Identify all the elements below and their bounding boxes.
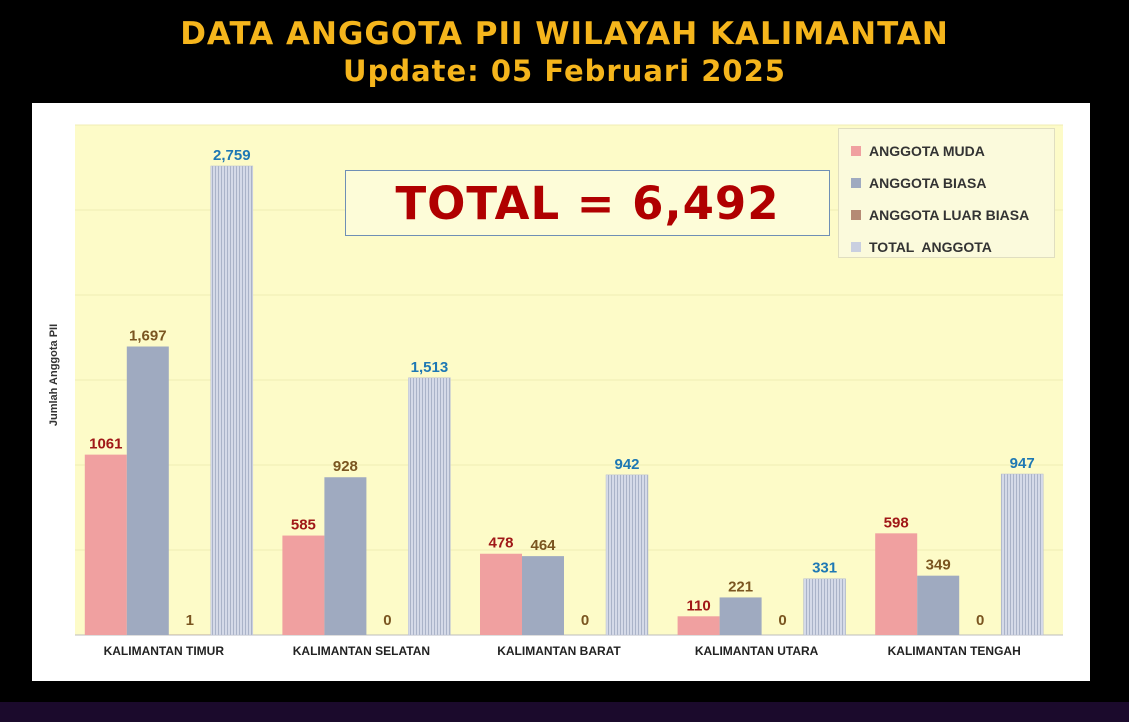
data-label-luar-biasa: 0 <box>778 612 786 629</box>
y-axis-label: Jumlah Anggota PII <box>48 324 60 426</box>
legend: ANGGOTA MUDA ANGGOTA BIASA ANGGOTA LUAR … <box>838 128 1055 258</box>
legend-label-total: TOTAL ANGGOTA <box>869 239 992 255</box>
category-label: KALIMANTAN UTARA <box>695 644 819 658</box>
bar-total <box>210 165 254 636</box>
legend-item-muda: ANGGOTA MUDA <box>839 135 1054 167</box>
bar-total <box>605 474 649 636</box>
page-title: DATA ANGGOTA PII WILAYAH KALIMANTAN <box>180 16 949 52</box>
bar-muda <box>480 553 522 635</box>
legend-item-luar-biasa: ANGGOTA LUAR BIASA <box>839 199 1054 231</box>
data-label-luar-biasa: 0 <box>581 612 589 629</box>
footer-strip <box>0 702 1129 722</box>
total-box: TOTAL = 6,492 <box>345 170 830 236</box>
bar-biasa <box>917 575 960 635</box>
legend-label-luar-biasa: ANGGOTA LUAR BIASA <box>869 207 1030 223</box>
data-label-muda: 478 <box>488 535 513 552</box>
data-label-muda: 585 <box>291 517 316 534</box>
data-labels: 1061 1,697 1 2,759 585 928 0 1,513 478 464 0 942 110… <box>89 147 1035 629</box>
legend-label-muda: ANGGOTA MUDA <box>869 143 985 159</box>
data-label-total: 2,759 <box>213 147 251 164</box>
bar-biasa <box>126 346 169 635</box>
category-label: KALIMANTAN TENGAH <box>888 644 1021 658</box>
legend-swatch-luar-biasa <box>851 210 861 220</box>
data-label-muda: 598 <box>884 514 909 531</box>
legend-swatch-total <box>851 242 861 252</box>
legend-swatch-biasa <box>851 178 861 188</box>
data-label-total: 331 <box>812 560 837 577</box>
data-label-muda: 110 <box>686 597 710 614</box>
data-label-total: 1,513 <box>411 359 449 376</box>
header: DATA ANGGOTA PII WILAYAH KALIMANTAN Upda… <box>0 0 1129 100</box>
bar-biasa <box>522 556 564 635</box>
legend-swatch-muda <box>851 146 861 156</box>
legend-item-biasa: ANGGOTA BIASA <box>839 167 1054 199</box>
data-label-luar-biasa: 0 <box>383 612 391 629</box>
bars <box>84 165 1044 636</box>
bar-biasa <box>324 477 367 635</box>
data-label-luar-biasa: 0 <box>976 612 984 629</box>
bar-total <box>408 377 451 636</box>
bar-total <box>1000 473 1044 636</box>
data-label-biasa: 221 <box>728 578 753 595</box>
category-label: KALIMANTAN BARAT <box>497 644 621 658</box>
category-labels: KALIMANTAN TIMUR KALIMANTAN SELATAN KALIMA… <box>104 644 1021 658</box>
bar-muda <box>282 535 325 635</box>
data-label-biasa: 928 <box>333 458 358 475</box>
chart-panel: Jumlah Anggota PII 1061 1,697 1 2,759 585 928… <box>32 103 1090 681</box>
bar-biasa <box>719 597 762 635</box>
bar-muda <box>84 454 127 635</box>
data-label-muda: 1061 <box>89 436 122 453</box>
data-label-total: 947 <box>1010 455 1035 472</box>
data-label-biasa: 464 <box>530 537 556 554</box>
bar-total <box>803 578 846 636</box>
page-subtitle: Update: 05 Februari 2025 <box>343 54 786 88</box>
data-label-biasa: 349 <box>926 557 951 574</box>
data-label-luar-biasa: 1 <box>186 612 194 629</box>
legend-label-biasa: ANGGOTA BIASA <box>869 175 987 191</box>
bar-muda <box>677 616 720 635</box>
category-label: KALIMANTAN SELATAN <box>293 644 430 658</box>
legend-item-total: TOTAL ANGGOTA <box>839 231 1054 263</box>
bar-muda <box>875 533 918 635</box>
data-label-biasa: 1,697 <box>129 328 167 345</box>
category-label: KALIMANTAN TIMUR <box>104 644 225 658</box>
data-label-total: 942 <box>614 456 639 473</box>
